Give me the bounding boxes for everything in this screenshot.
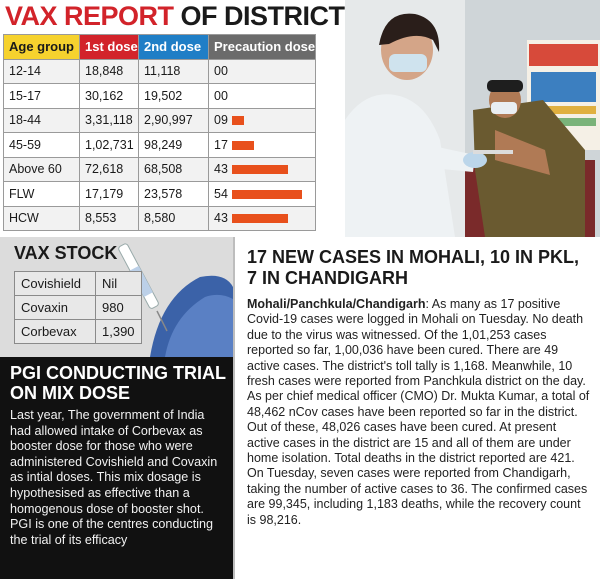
cell-precaution-dose: 43 xyxy=(207,156,317,182)
cell-second-dose: 19,502 xyxy=(138,83,209,109)
cell-second-dose: 23,578 xyxy=(138,181,209,207)
pgi-trial-body: Last year, The government of India had a… xyxy=(10,408,218,547)
news-body-text: : As many as 17 positive Covid-19 cases … xyxy=(247,297,590,527)
cell-second-dose: 11,118 xyxy=(138,58,209,84)
precaution-bar xyxy=(231,165,288,175)
table-row: HCW 8,553 8,580 43 xyxy=(3,205,317,231)
cell-precaution-dose: 17 xyxy=(207,132,317,158)
header-second-dose: 2nd dose xyxy=(138,34,209,60)
cell-first-dose: 1,02,731 xyxy=(79,132,139,158)
precaution-value: 43 xyxy=(214,162,228,177)
header-age-group: Age group xyxy=(3,34,80,60)
cell-precaution-dose: 00 xyxy=(207,83,317,109)
table-row: 15-17 30,162 19,502 00 xyxy=(3,83,317,109)
stock-vaccine-count: 1,390 xyxy=(95,319,142,344)
cell-first-dose: 30,162 xyxy=(79,83,139,109)
table-row: 12-14 18,848 11,118 00 xyxy=(3,58,317,84)
stock-row: Covishield Nil xyxy=(14,271,142,296)
vax-stock-table: Covishield Nil Covaxin 980 Corbevax 1,390 xyxy=(14,271,142,344)
stock-vaccine-count: 980 xyxy=(95,295,142,320)
vax-report-title-red: VAX REPORT xyxy=(5,1,174,31)
vax-report-table: Age group 1st dose 2nd dose Precaution d… xyxy=(3,34,317,231)
table-row: FLW 17,179 23,578 54 xyxy=(3,181,317,207)
stock-vaccine-name: Corbevax xyxy=(14,319,96,344)
cell-second-dose: 8,580 xyxy=(138,205,209,231)
vax-report-panel: VAX REPORT OF DISTRICT Age group 1st dos… xyxy=(0,0,345,237)
stock-row: Corbevax 1,390 xyxy=(14,319,142,344)
cell-second-dose: 98,249 xyxy=(138,132,209,158)
vax-stock-panel: VAX STOCK Covishield Nil Covaxin 980 Corbeva… xyxy=(0,237,233,357)
pgi-trial-title: PGI CONDUCTING TRIAL ON MIX DOSE xyxy=(10,363,226,403)
cell-first-dose: 8,553 xyxy=(79,205,139,231)
stock-vaccine-name: Covaxin xyxy=(14,295,96,320)
cell-first-dose: 18,848 xyxy=(79,58,139,84)
news-article: 17 NEW CASES IN MOHALI, 10 IN PKL, 7 IN … xyxy=(233,237,600,579)
stock-vaccine-count: Nil xyxy=(95,271,142,296)
cell-first-dose: 17,179 xyxy=(79,181,139,207)
table-row: Above 60 72,618 68,508 43 xyxy=(3,156,317,182)
precaution-value: 09 xyxy=(214,113,228,128)
table-row: 18-44 3,31,118 2,90,997 09 xyxy=(3,107,317,133)
cell-first-dose: 72,618 xyxy=(79,156,139,182)
precaution-bar xyxy=(231,140,254,150)
cell-age-group: 45-59 xyxy=(3,132,80,158)
cell-precaution-dose: 00 xyxy=(207,58,317,84)
news-dateline: Mohali/Panchkula/Chandigarh xyxy=(247,297,426,311)
cell-age-group: 18-44 xyxy=(3,107,80,133)
precaution-value: 00 xyxy=(214,64,228,79)
precaution-bar xyxy=(231,214,288,224)
cell-first-dose: 3,31,118 xyxy=(79,107,139,133)
precaution-bar xyxy=(231,116,244,126)
vax-report-title: VAX REPORT OF DISTRICT xyxy=(5,0,345,32)
table-header-row: Age group 1st dose 2nd dose Precaution d… xyxy=(3,34,317,60)
precaution-value: 43 xyxy=(214,211,228,226)
cell-age-group: Above 60 xyxy=(3,156,80,182)
cell-age-group: FLW xyxy=(3,181,80,207)
cell-precaution-dose: 43 xyxy=(207,205,317,231)
cell-second-dose: 2,90,997 xyxy=(138,107,209,133)
cell-age-group: HCW xyxy=(3,205,80,231)
header-first-dose: 1st dose xyxy=(79,34,139,60)
vax-stock-title: VAX STOCK xyxy=(14,243,118,263)
precaution-bar xyxy=(231,189,302,199)
cell-age-group: 12-14 xyxy=(3,58,80,84)
news-headline: 17 NEW CASES IN MOHALI, 10 IN PKL, 7 IN … xyxy=(247,247,580,288)
vaccination-photo-illustration xyxy=(345,0,600,237)
cell-precaution-dose: 09 xyxy=(207,107,317,133)
precaution-value: 17 xyxy=(214,137,228,152)
precaution-value: 00 xyxy=(214,88,228,103)
stock-row: Covaxin 980 xyxy=(14,295,142,320)
news-body: Mohali/Panchkula/Chandigarh: As many as … xyxy=(247,297,590,528)
pgi-trial-box: PGI CONDUCTING TRIAL ON MIX DOSE Last ye… xyxy=(0,357,233,579)
cell-age-group: 15-17 xyxy=(3,83,80,109)
cell-second-dose: 68,508 xyxy=(138,156,209,182)
precaution-value: 54 xyxy=(214,186,228,201)
table-row: 45-59 1,02,731 98,249 17 xyxy=(3,132,317,158)
vax-report-title-black: OF DISTRICT xyxy=(180,1,346,31)
vaccination-photo xyxy=(345,0,600,237)
column-divider xyxy=(233,237,235,579)
stock-vaccine-name: Covishield xyxy=(14,271,96,296)
header-precaution-dose: Precaution dose xyxy=(207,34,317,60)
cell-precaution-dose: 54 xyxy=(207,181,317,207)
